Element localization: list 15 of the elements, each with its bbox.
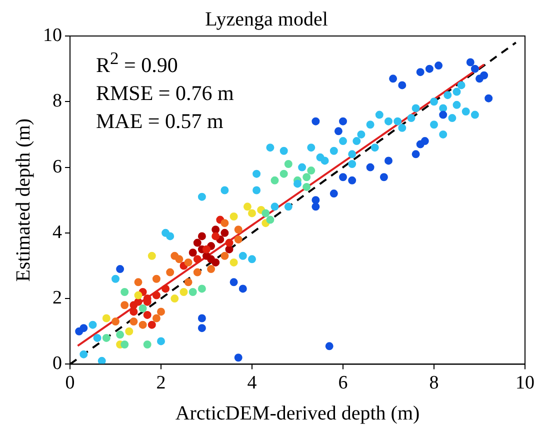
x-tick-label: 10 (516, 372, 534, 394)
y-tick-label: 6 (52, 156, 62, 178)
y-tick-label: 8 (52, 90, 62, 112)
x-tick-label: 4 (247, 372, 258, 394)
x-tick-label: 2 (156, 372, 166, 394)
y-tick-label: 4 (52, 222, 62, 243)
x-axis-title: ArcticDEM-derived depth (m) (175, 402, 420, 424)
y-tick-label: 2 (52, 288, 62, 309)
stats-notes: R$^{2}$ = 0.90 RMSE = 0.76 m MAE = 0.57 m (96, 47, 234, 135)
x-tick-label: 6 (338, 372, 348, 394)
chart-title: Lyzenga model (205, 8, 328, 30)
x-tick-label: 8 (429, 372, 439, 394)
y-tick-label: 0 (52, 353, 62, 374)
y-axis-title: Estimated depth (m) (12, 118, 34, 282)
y-tick-label: 10 (43, 24, 62, 46)
